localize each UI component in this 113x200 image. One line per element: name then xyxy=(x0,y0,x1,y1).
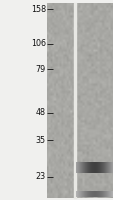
Bar xyxy=(80,162,81,173)
Bar xyxy=(100,191,101,197)
Bar xyxy=(112,191,113,197)
Bar xyxy=(78,191,79,197)
Bar xyxy=(93,191,94,197)
Bar xyxy=(78,162,79,173)
Bar xyxy=(85,191,86,197)
Bar xyxy=(102,162,103,173)
Bar xyxy=(100,162,101,173)
Bar xyxy=(81,191,82,197)
Text: 158: 158 xyxy=(31,5,46,14)
Bar xyxy=(84,191,85,197)
Bar xyxy=(106,191,107,197)
Bar xyxy=(81,162,82,173)
Text: 35: 35 xyxy=(36,136,46,145)
Text: 48: 48 xyxy=(36,108,46,117)
Bar xyxy=(79,162,80,173)
Bar xyxy=(104,162,105,173)
Bar xyxy=(103,191,104,197)
Bar xyxy=(98,162,99,173)
Bar xyxy=(86,162,87,173)
Bar xyxy=(76,162,77,173)
Bar xyxy=(92,162,93,173)
Bar xyxy=(106,162,107,173)
Bar xyxy=(91,162,92,173)
Bar xyxy=(84,162,85,173)
Bar xyxy=(110,162,111,173)
Bar xyxy=(94,162,95,173)
Bar xyxy=(83,191,84,197)
Bar xyxy=(91,191,92,197)
Bar xyxy=(97,191,98,197)
Bar xyxy=(112,162,113,173)
Bar xyxy=(89,162,90,173)
Bar xyxy=(82,191,83,197)
Bar xyxy=(77,191,78,197)
Bar xyxy=(103,162,104,173)
Bar xyxy=(89,191,90,197)
Bar xyxy=(80,191,81,197)
Bar xyxy=(104,191,105,197)
Bar xyxy=(109,191,110,197)
Bar xyxy=(98,191,99,197)
Bar xyxy=(88,191,89,197)
Bar xyxy=(99,162,100,173)
Bar xyxy=(108,191,109,197)
Bar xyxy=(86,191,87,197)
Bar xyxy=(97,162,98,173)
Bar xyxy=(77,162,78,173)
Bar xyxy=(96,191,97,197)
Bar xyxy=(107,162,108,173)
Bar xyxy=(107,191,108,197)
Bar xyxy=(105,191,106,197)
Bar xyxy=(101,162,102,173)
Bar xyxy=(93,162,94,173)
Bar xyxy=(75,191,76,197)
Bar xyxy=(76,191,77,197)
Bar xyxy=(90,191,91,197)
Bar xyxy=(79,191,80,197)
Bar xyxy=(85,162,86,173)
Bar xyxy=(87,191,88,197)
Bar xyxy=(102,191,103,197)
Text: 23: 23 xyxy=(36,172,46,181)
Bar xyxy=(109,162,110,173)
Bar xyxy=(101,191,102,197)
Bar xyxy=(88,162,89,173)
Bar xyxy=(110,191,111,197)
Bar xyxy=(105,162,106,173)
Bar xyxy=(83,162,84,173)
Bar xyxy=(82,162,83,173)
Bar xyxy=(108,162,109,173)
Bar xyxy=(95,191,96,197)
Bar xyxy=(90,162,91,173)
Bar xyxy=(94,191,95,197)
Bar xyxy=(111,162,112,173)
Bar xyxy=(111,191,112,197)
Bar xyxy=(95,162,96,173)
Bar xyxy=(96,162,97,173)
Bar xyxy=(87,162,88,173)
Bar xyxy=(99,191,100,197)
Bar xyxy=(75,162,76,173)
Text: 106: 106 xyxy=(31,39,46,48)
Text: 79: 79 xyxy=(35,65,46,74)
Bar xyxy=(92,191,93,197)
